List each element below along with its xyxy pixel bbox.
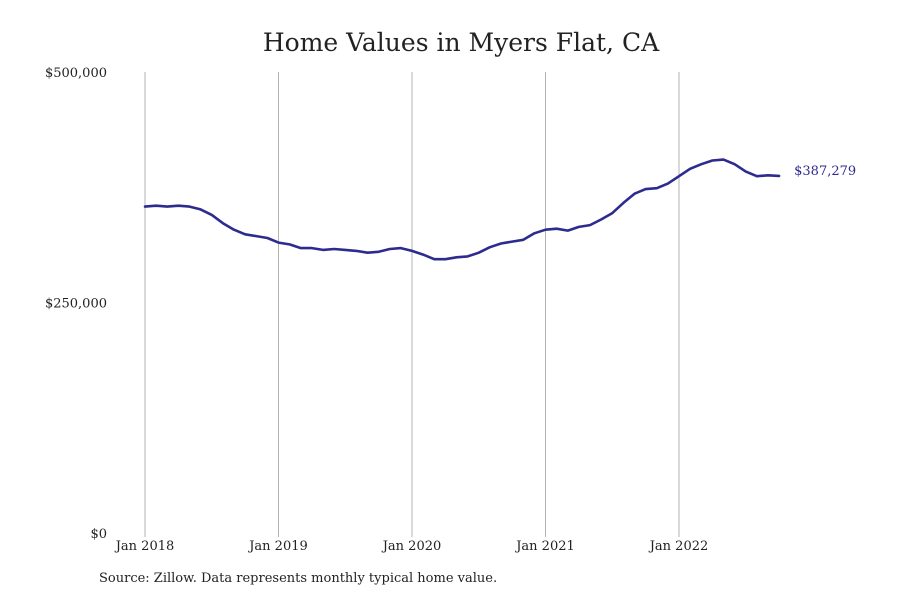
y-tick-label: $0	[90, 527, 107, 542]
y-tick-label: $500,000	[45, 66, 107, 81]
x-tick-label: Jan 2019	[247, 539, 308, 554]
x-axis: Jan 2018 Jan 2019 Jan 2020 Jan 2021 Jan 2022	[114, 539, 709, 554]
y-axis: $0 $250,000 $500,000	[45, 66, 107, 542]
x-tick-label: Jan 2022	[648, 539, 709, 554]
gridlines	[144, 72, 680, 537]
series-line	[143, 158, 781, 261]
series-layer: $387,279	[143, 158, 856, 261]
source-note: Source: Zillow. Data represents monthly …	[99, 571, 498, 586]
y-tick-label: $250,000	[45, 297, 107, 312]
x-tick-label: Jan 2020	[381, 539, 442, 554]
chart-title: Home Values in Myers Flat, CA	[263, 28, 660, 57]
x-tick-label: Jan 2021	[514, 539, 575, 554]
last-value-label: $387,279	[794, 164, 856, 179]
x-tick-label: Jan 2018	[114, 539, 175, 554]
